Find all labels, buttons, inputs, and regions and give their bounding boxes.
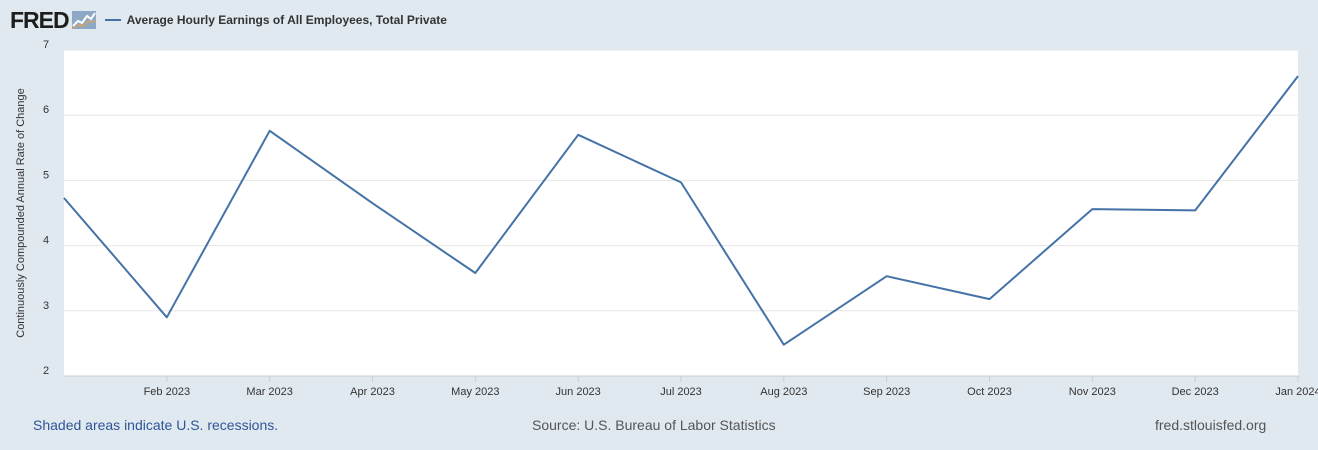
line-chart: 2 3 4 5 6 7 Feb 2023 Mar 2023 Apr 2023 May 2023 J… (15, 39, 1318, 398)
x-tick-label: Feb 2023 (144, 386, 190, 398)
y-axis-labels: 2 3 4 5 6 7 (43, 39, 49, 377)
y-tick-label: 2 (43, 365, 49, 377)
x-tick-label: Jan 2024 (1275, 386, 1318, 398)
data-point[interactable] (988, 297, 992, 301)
legend-label: Average Hourly Earnings of All Employees… (126, 13, 447, 27)
data-point[interactable] (268, 129, 272, 133)
x-tick-label: Apr 2023 (350, 386, 395, 398)
x-tick-label: Nov 2023 (1069, 386, 1116, 398)
data-point[interactable] (1090, 207, 1094, 211)
series-line[interactable] (63, 75, 1299, 346)
chart-line-icon (71, 11, 96, 29)
x-tick-label: Jul 2023 (660, 386, 702, 398)
plot-area (64, 50, 1298, 376)
chart-legend[interactable]: Average Hourly Earnings of All Employees… (104, 13, 447, 27)
data-point[interactable] (1193, 208, 1197, 212)
y-tick-label: 3 (43, 300, 49, 312)
data-point[interactable] (165, 315, 169, 319)
y-tick-label: 7 (43, 39, 49, 51)
data-point[interactable] (576, 133, 580, 137)
x-tick-label: Dec 2023 (1172, 386, 1219, 398)
site-link[interactable]: fred.stlouisfed.org (1155, 417, 1267, 433)
y-tick-label: 4 (43, 235, 49, 247)
data-point[interactable] (1296, 74, 1300, 78)
x-tick-label: Sep 2023 (863, 386, 910, 398)
chart-header: FRED Average Hourly Earnings of All Empl… (10, 6, 447, 34)
data-point[interactable] (885, 274, 889, 278)
y-axis-title: Continuously Compounded Annual Rate of C… (15, 88, 27, 338)
data-point[interactable] (679, 180, 683, 184)
data-point[interactable] (62, 196, 66, 200)
x-tick-label: Aug 2023 (760, 386, 807, 398)
x-tick-label: Oct 2023 (967, 386, 1012, 398)
data-point[interactable] (371, 201, 375, 205)
x-tick-label: Jun 2023 (556, 386, 601, 398)
source-note: Source: U.S. Bureau of Labor Statistics (532, 417, 776, 433)
y-tick-label: 6 (43, 104, 49, 116)
recessions-note[interactable]: Shaded areas indicate U.S. recessions. (33, 417, 279, 433)
fred-logo[interactable]: FRED (10, 6, 97, 33)
x-tick-label: Mar 2023 (246, 386, 292, 398)
logo-text: FRED (10, 6, 70, 33)
x-axis-ticks (166, 376, 1299, 382)
series-layer (62, 74, 1300, 347)
x-axis-labels: Feb 2023 Mar 2023 Apr 2023 May 2023 Jun 2023… (144, 386, 1318, 398)
y-tick-label: 5 (43, 169, 49, 181)
x-tick-label: May 2023 (451, 386, 499, 398)
data-point[interactable] (473, 271, 477, 275)
data-point[interactable] (782, 343, 786, 347)
legend-swatch (104, 19, 121, 21)
